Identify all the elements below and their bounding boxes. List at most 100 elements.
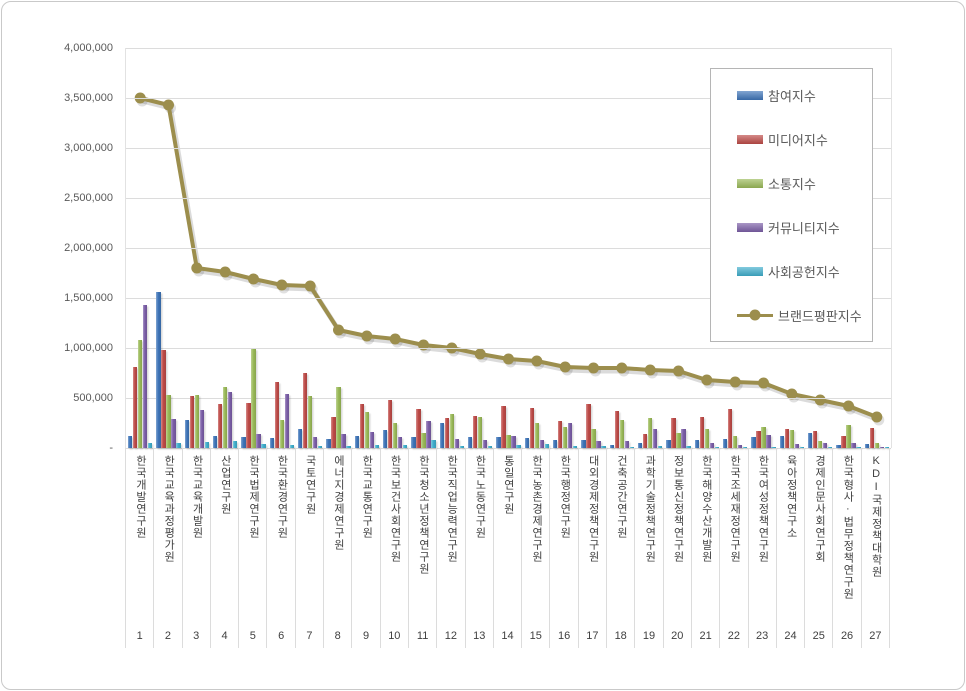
category-label: 한국조세재정연구원 — [728, 455, 741, 563]
bar-소통지수 — [138, 340, 143, 448]
bar-참여지수 — [298, 429, 303, 448]
gridline — [126, 248, 891, 249]
category-rank: 7 — [306, 630, 313, 642]
category-label: 통일연구원 — [502, 455, 515, 515]
bar-미디어지수 — [189, 396, 194, 448]
x-category-cell: 한국여성정책연구원 23 — [747, 448, 776, 648]
x-category-cell: 과학기술정책연구원 19 — [634, 448, 662, 648]
bar-미디어지수 — [586, 404, 591, 448]
bar-커뮤니티지수 — [539, 440, 544, 448]
category-rank: 21 — [699, 630, 712, 642]
category-label: 한국개발연구원 — [134, 455, 147, 539]
x-category-cell: 한국교육개발원 3 — [181, 448, 210, 648]
bar-미디어지수 — [501, 406, 506, 448]
bar-소통지수 — [364, 412, 369, 448]
bar-커뮤니티지수 — [851, 443, 856, 448]
y-axis-tick-label: 1,000,000 — [64, 342, 113, 354]
bar-참여지수 — [836, 445, 841, 448]
x-category-cell: 한국직업능력연구원 12 — [436, 448, 464, 648]
category-rank: 4 — [221, 630, 228, 642]
category-rank: 8 — [334, 630, 341, 642]
bar-커뮤니티지수 — [341, 434, 346, 448]
legend-line-marker — [749, 309, 761, 321]
bar-커뮤니티지수 — [653, 429, 658, 448]
bar-소통지수 — [676, 433, 681, 448]
bar-미디어지수 — [473, 416, 478, 448]
category-label: KDI국제정책대학원 — [870, 455, 883, 578]
bar-커뮤니티지수 — [709, 443, 714, 448]
gridline — [126, 398, 891, 399]
bar-참여지수 — [751, 437, 756, 448]
category-rank: 6 — [278, 630, 285, 642]
bar-커뮤니티지수 — [483, 440, 488, 448]
bar-소통지수 — [223, 387, 228, 448]
category-rank: 22 — [727, 630, 740, 642]
x-category-cell: 한국환경연구원 6 — [266, 448, 294, 648]
gridline — [126, 198, 891, 199]
bar-미디어지수 — [161, 350, 166, 448]
bar-참여지수 — [609, 445, 614, 448]
bar-소통지수 — [733, 436, 738, 448]
x-category-cell: 경제인문사회연구회 25 — [804, 448, 832, 648]
x-category-cell: 한국행정연구원 16 — [549, 448, 577, 648]
bar-참여지수 — [808, 433, 813, 448]
bar-미디어지수 — [359, 404, 364, 448]
bar-소통지수 — [449, 414, 454, 448]
x-category-cell: 한국개발연구원 1 — [125, 448, 153, 648]
legend-label: 커뮤니티지수 — [768, 220, 840, 236]
bar-사회공헌지수 — [261, 444, 266, 448]
x-category-cell: 한국노동연구원 13 — [464, 448, 493, 648]
category-rank: 3 — [193, 630, 200, 642]
bar-커뮤니티지수 — [879, 447, 884, 448]
x-axis: 한국개발연구원 1 한국교육과정평가원 2 한국교육개발원 3 산업연구원 4 한국법제연구원 5… — [125, 448, 891, 648]
bar-참여지수 — [213, 436, 218, 448]
bar-미디어지수 — [671, 418, 676, 448]
bar-참여지수 — [779, 436, 784, 448]
bar-참여지수 — [128, 436, 133, 448]
category-label: 한국형사·법무정책연구원 — [841, 455, 854, 600]
y-axis-tick-label: 3,500,000 — [64, 92, 113, 104]
bar-소통지수 — [818, 441, 823, 448]
gridline — [126, 298, 891, 299]
bar-참여지수 — [354, 436, 359, 448]
legend-label: 미디어지수 — [768, 132, 828, 148]
bar-커뮤니티지수 — [681, 429, 686, 448]
y-axis-tick-label: 4,000,000 — [64, 42, 113, 54]
x-category-cell: 산업연구원 4 — [209, 448, 238, 648]
bar-미디어지수 — [643, 434, 648, 448]
bar-미디어지수 — [331, 417, 336, 448]
legend-swatch — [737, 178, 763, 188]
bar-사회공헌지수 — [431, 440, 436, 448]
bar-소통지수 — [534, 423, 539, 448]
bar-소통지수 — [506, 435, 511, 448]
bar-참여지수 — [383, 430, 388, 448]
bar-커뮤니티지수 — [228, 392, 233, 448]
x-category-cell: 육아정책연구소 24 — [775, 448, 804, 648]
bar-커뮤니티지수 — [823, 443, 828, 448]
bar-커뮤니티지수 — [284, 394, 289, 448]
bar-커뮤니티지수 — [256, 434, 261, 448]
x-category-cell: 에너지경제연구원 8 — [323, 448, 351, 648]
bar-소통지수 — [166, 395, 171, 448]
x-category-cell: 대외경제정책연구원 17 — [577, 448, 606, 648]
x-category-cell: 한국보건사회연구원 10 — [379, 448, 408, 648]
bar-사회공헌지수 — [204, 442, 209, 448]
bar-커뮤니티지수 — [738, 445, 743, 448]
y-axis-tick-label: 1,500,000 — [64, 292, 113, 304]
bar-사회공헌지수 — [289, 445, 294, 448]
bar-소통지수 — [308, 396, 313, 448]
bar-미디어지수 — [303, 373, 308, 448]
brand-index-line — [134, 92, 885, 426]
legend: 참여지수 미디어지수 소통지수 커뮤니티지수 사회공헌지수 브랜드평판지수 — [710, 68, 873, 342]
category-label: 한국농촌경제연구원 — [530, 455, 543, 563]
bar-미디어지수 — [558, 421, 563, 448]
bar-사회공헌지수 — [658, 446, 663, 448]
bar-커뮤니티지수 — [511, 436, 516, 448]
category-rank: 17 — [586, 630, 599, 642]
bar-사회공헌지수 — [828, 447, 833, 448]
bar-사회공헌지수 — [233, 441, 238, 448]
x-category-cell: 정보통신정책연구원 20 — [662, 448, 691, 648]
category-label: 육아정책연구소 — [785, 455, 798, 539]
bar-미디어지수 — [699, 417, 704, 448]
bar-사회공헌지수 — [573, 446, 578, 448]
